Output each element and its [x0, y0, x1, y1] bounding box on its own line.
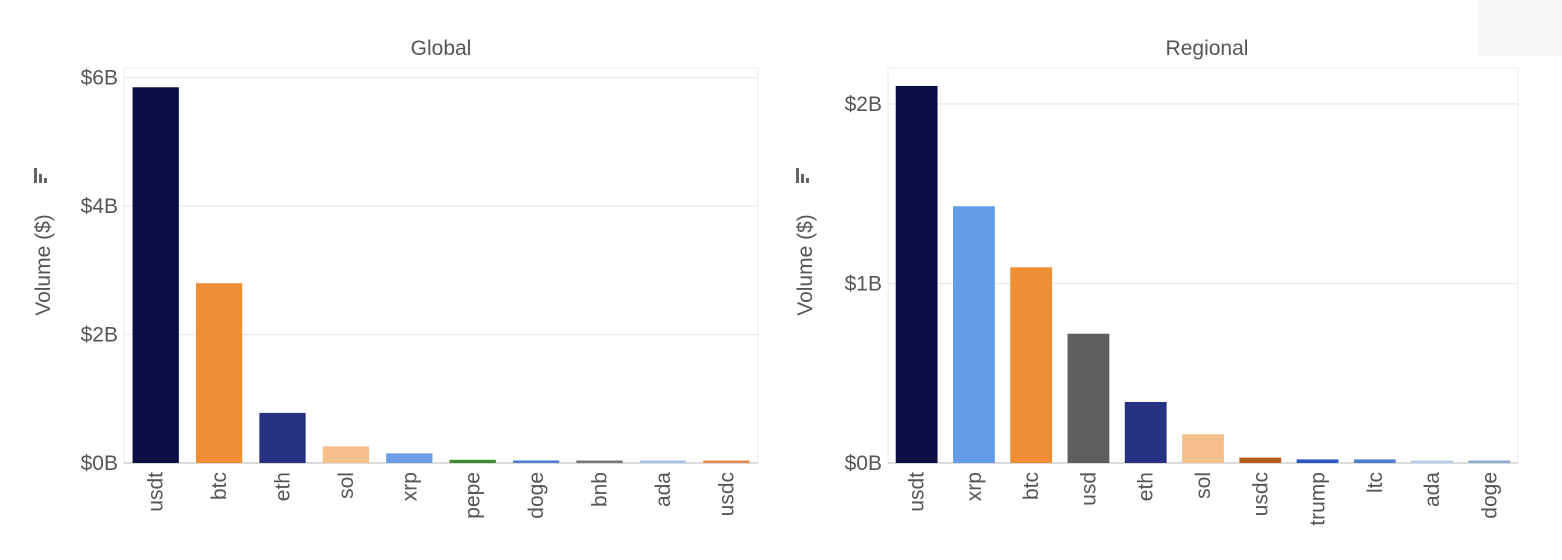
- bar: [512, 460, 560, 463]
- bar: [1182, 434, 1224, 463]
- bar: [1124, 401, 1167, 463]
- x-tick-label: usdc: [1249, 472, 1272, 516]
- y-axis-title: Volume ($): [32, 214, 55, 316]
- y-tick-label: $0B: [845, 452, 882, 475]
- y-axis-title: Volume ($): [794, 214, 817, 316]
- bar: [1239, 457, 1282, 463]
- sort-icon: [796, 168, 809, 183]
- bar: [259, 412, 306, 463]
- bar: [1010, 267, 1053, 463]
- bar: [386, 453, 433, 463]
- x-tick-label: eth: [1135, 472, 1158, 501]
- y-tick-label: $2B: [81, 324, 118, 347]
- bar: [449, 459, 496, 463]
- chart-1: Regional $0B $1B $2B Volume ($) usdt xrp btc usd…: [794, 37, 1519, 526]
- x-tick-label: doge: [525, 472, 548, 519]
- bar: [1411, 460, 1453, 463]
- sort-icon-bar: [44, 178, 47, 183]
- chart-0: Global $0B $2B $4B $6B Volume ($) usdt btc eth so…: [32, 37, 759, 519]
- bar: [953, 206, 995, 463]
- bar: [576, 460, 623, 463]
- sort-icon-bar: [796, 168, 799, 183]
- y-tick-label: $6B: [81, 67, 118, 90]
- x-tick-label: ada: [1421, 472, 1444, 507]
- sort-icon: [34, 168, 47, 183]
- bar: [195, 283, 243, 463]
- x-tick-label: sol: [335, 472, 358, 499]
- sort-icon-bar: [39, 174, 42, 183]
- x-tick-label: xrp: [398, 472, 421, 501]
- y-tick-label: $1B: [845, 272, 882, 295]
- y-tick-label: $2B: [845, 93, 882, 116]
- x-tick-label: usdc: [715, 472, 738, 516]
- x-tick-label: ltc: [1364, 472, 1387, 493]
- bar: [1353, 459, 1396, 463]
- x-tick-label: trump: [1307, 472, 1330, 526]
- x-tick-label: usdt: [145, 472, 168, 512]
- chart-title: Regional: [1166, 37, 1249, 60]
- x-tick-label: bnb: [589, 472, 612, 507]
- x-tick-label: pepe: [462, 472, 485, 519]
- x-tick-label: xrp: [963, 472, 986, 501]
- bar: [895, 85, 938, 464]
- y-tick-label: $4B: [81, 195, 118, 218]
- sort-icon-bar: [34, 168, 37, 183]
- bar: [322, 446, 370, 463]
- x-tick-label: doge: [1478, 472, 1501, 519]
- bar: [639, 460, 687, 463]
- bar: [132, 87, 179, 463]
- sort-icon-bar: [806, 178, 809, 183]
- x-tick-label: eth: [272, 472, 295, 501]
- x-tick-label: usd: [1077, 472, 1100, 506]
- sort-icon-bar: [801, 174, 804, 183]
- x-tick-label: sol: [1192, 472, 1215, 499]
- bar: [1296, 459, 1339, 463]
- chart-title: Global: [411, 37, 472, 60]
- bar: [1067, 333, 1110, 463]
- bar: [703, 460, 750, 463]
- x-tick-label: ada: [652, 472, 675, 507]
- bar: [1468, 460, 1511, 463]
- x-tick-label: btc: [208, 472, 231, 500]
- corner-tab: [1478, 0, 1562, 56]
- x-tick-label: btc: [1020, 472, 1043, 500]
- x-tick-label: usdt: [906, 472, 929, 512]
- y-tick-label: $0B: [81, 452, 118, 475]
